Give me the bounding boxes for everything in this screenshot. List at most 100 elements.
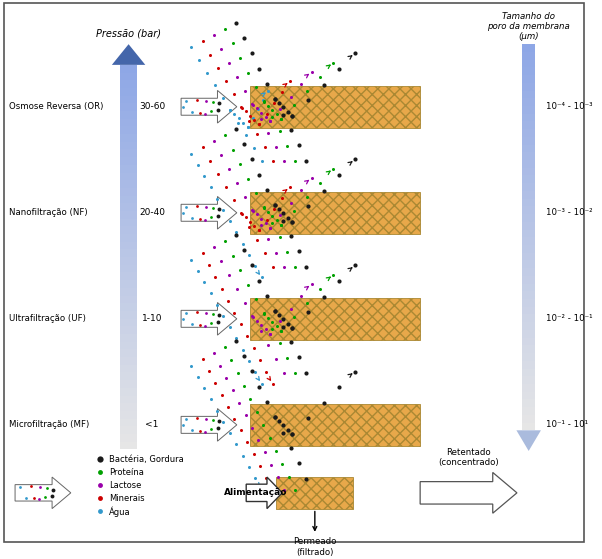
Bar — [120, 303, 137, 311]
Bar — [120, 241, 137, 249]
Bar — [120, 73, 137, 80]
Bar — [120, 427, 137, 434]
Bar — [522, 268, 535, 276]
Bar — [522, 83, 535, 91]
Bar — [120, 126, 137, 134]
Bar — [522, 129, 535, 137]
Bar — [120, 80, 137, 88]
Bar — [522, 276, 535, 283]
Bar — [120, 111, 137, 119]
Bar — [522, 260, 535, 268]
Text: Osmose Reversa (OR): Osmose Reversa (OR) — [10, 102, 104, 111]
Bar — [522, 322, 535, 330]
Text: Lactose: Lactose — [109, 481, 141, 490]
Bar — [522, 237, 535, 245]
Bar — [522, 98, 535, 106]
Text: Alimentação: Alimentação — [224, 489, 287, 498]
Text: Microfiltração (MF): Microfiltração (MF) — [10, 420, 90, 429]
Bar — [120, 296, 137, 303]
Text: 10⁻¹ - 10¹: 10⁻¹ - 10¹ — [546, 420, 588, 429]
Bar — [120, 257, 137, 265]
Bar — [522, 145, 535, 152]
Bar — [120, 88, 137, 96]
Bar — [522, 183, 535, 191]
Bar — [120, 211, 137, 219]
Bar — [120, 380, 137, 388]
Bar — [522, 291, 535, 299]
Bar — [120, 103, 137, 111]
Bar — [522, 68, 535, 75]
Bar — [522, 338, 535, 345]
Bar — [522, 214, 535, 222]
Bar — [120, 249, 137, 257]
Bar — [522, 60, 535, 68]
Text: 10⁻³ - 10⁻²: 10⁻³ - 10⁻² — [546, 209, 593, 217]
Bar — [522, 152, 535, 160]
Bar — [120, 65, 137, 73]
Bar — [522, 230, 535, 237]
Bar — [120, 96, 137, 103]
Polygon shape — [181, 409, 237, 441]
Bar — [120, 403, 137, 411]
Bar — [120, 365, 137, 372]
Bar — [250, 86, 420, 128]
Bar — [120, 288, 137, 296]
Bar — [522, 368, 535, 376]
Bar — [120, 165, 137, 173]
Bar — [250, 192, 420, 234]
Text: Proteína: Proteína — [109, 468, 144, 477]
Bar — [120, 396, 137, 403]
Polygon shape — [181, 91, 237, 123]
Bar — [120, 119, 137, 126]
Text: <1: <1 — [145, 420, 159, 429]
Bar — [120, 349, 137, 357]
Bar — [522, 384, 535, 392]
Bar — [120, 419, 137, 427]
Bar — [120, 196, 137, 203]
Polygon shape — [181, 196, 237, 229]
Bar — [522, 361, 535, 368]
Bar — [120, 157, 137, 165]
Bar — [522, 283, 535, 291]
Text: 10⁻⁴ - 10⁻³: 10⁻⁴ - 10⁻³ — [546, 102, 593, 111]
Bar — [250, 404, 420, 446]
Bar — [120, 372, 137, 380]
Bar — [120, 442, 137, 449]
Bar — [522, 376, 535, 384]
Bar — [120, 311, 137, 319]
Bar — [522, 353, 535, 361]
Bar — [522, 198, 535, 206]
Bar — [120, 357, 137, 365]
Bar — [522, 307, 535, 315]
Bar — [120, 334, 137, 342]
Bar — [522, 222, 535, 230]
Bar — [120, 226, 137, 234]
Bar — [120, 319, 137, 326]
Bar — [522, 160, 535, 168]
Bar — [522, 75, 535, 83]
Bar — [522, 407, 535, 415]
Bar — [522, 52, 535, 60]
Bar — [522, 415, 535, 423]
Bar — [120, 411, 137, 419]
Bar — [522, 299, 535, 307]
Bar — [120, 180, 137, 188]
Bar — [120, 342, 137, 349]
Bar — [522, 423, 535, 430]
Bar — [522, 176, 535, 183]
Bar — [120, 219, 137, 226]
Bar — [120, 326, 137, 334]
Bar — [522, 206, 535, 214]
Bar — [522, 113, 535, 121]
Bar — [120, 142, 137, 149]
Bar — [120, 265, 137, 272]
Bar — [120, 203, 137, 211]
Text: Ultrafiltração (UF): Ultrafiltração (UF) — [10, 314, 86, 323]
Bar — [522, 315, 535, 322]
Bar — [120, 173, 137, 180]
Bar — [120, 134, 137, 142]
Bar — [522, 400, 535, 407]
Polygon shape — [112, 44, 145, 65]
Bar — [522, 191, 535, 198]
Text: Bactéria, Gordura: Bactéria, Gordura — [109, 454, 184, 463]
